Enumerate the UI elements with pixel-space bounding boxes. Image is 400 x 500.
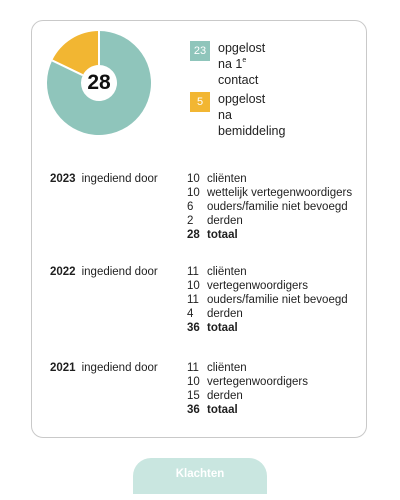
legend-swatch-yellow: 5 xyxy=(190,92,210,112)
year-rows: 11 cliënten 10 vertegenwoordigers 15 derden… xyxy=(187,361,308,417)
donut-slice-1 xyxy=(52,31,99,76)
year-heading: 2023 ingediend door xyxy=(50,172,158,186)
donut-chart: 28 xyxy=(47,31,151,135)
year-number: 2023 xyxy=(50,173,76,185)
legend-swatch-teal: 23 xyxy=(190,41,210,61)
table-row: 10 vertegenwoordigers xyxy=(187,376,309,388)
table-row: 15 derden xyxy=(187,390,243,402)
legend-line2: na bemiddeling xyxy=(218,108,286,138)
year-heading: 2022 ingediend door xyxy=(50,265,158,279)
year-subtitle: ingediend door xyxy=(81,266,158,278)
legend-text: opgelost na 1e contact xyxy=(218,40,265,88)
table-row: 2 derden xyxy=(187,215,243,227)
legend-text: opgelost na bemiddeling xyxy=(218,91,285,139)
table-row: 10 wettelijk vertegenwoordigers xyxy=(187,187,353,199)
table-row: 4 derden xyxy=(187,308,243,320)
complaints-card: 28 23 opgelost na 1e contact 5 opgelost … xyxy=(31,20,367,438)
year-rows: 10 cliënten 10 wettelijk vertegenwoordiger… xyxy=(187,172,352,242)
total-row: 36 totaal xyxy=(187,322,238,334)
table-row: 11 cliënten xyxy=(187,266,247,278)
legend-line1: opgelost xyxy=(218,92,266,106)
legend-line2: na 1e contact xyxy=(218,57,259,87)
table-row: 11 cliënten xyxy=(187,362,247,374)
year-subtitle: ingediend door xyxy=(81,362,158,374)
donut-svg xyxy=(47,31,151,135)
year-heading: 2021 ingediend door xyxy=(50,361,158,375)
table-row: 11 ouders/familie niet bevoegd xyxy=(187,294,348,306)
year-number: 2021 xyxy=(50,362,76,374)
year-rows: 11 cliënten 10 vertegenwoordigers 11 ouders… xyxy=(187,265,348,335)
table-row: 10 cliënten xyxy=(187,173,247,185)
table-row: 10 vertegenwoordigers xyxy=(187,280,309,292)
donut-separator-1 xyxy=(51,59,84,77)
table-row: 6 ouders/familie niet bevoegd xyxy=(187,201,348,213)
donut-total-label: 28 xyxy=(87,71,111,94)
total-row: 36 totaal xyxy=(187,404,238,416)
year-subtitle: ingediend door xyxy=(81,173,158,185)
donut-slice-0 xyxy=(47,31,151,135)
year-number: 2022 xyxy=(50,266,76,278)
total-row: 28 totaal xyxy=(187,229,238,241)
legend-line1: opgelost xyxy=(218,41,266,55)
klachten-button[interactable]: Klachten xyxy=(133,458,267,494)
